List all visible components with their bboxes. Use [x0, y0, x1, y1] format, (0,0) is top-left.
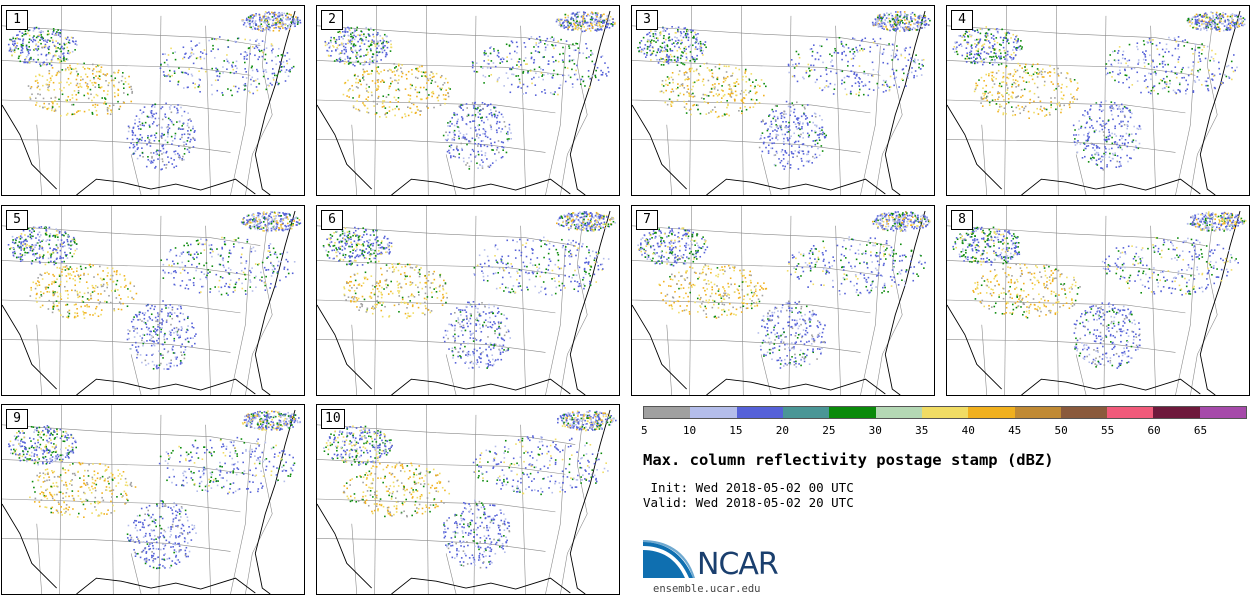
colorbar-tick-label: 40	[961, 424, 975, 437]
reflectivity-colorbar	[643, 406, 1247, 419]
colorbar-swatch	[1107, 407, 1154, 418]
ensemble-member-panel: 10	[316, 404, 620, 595]
ensemble-member-panel: 2	[316, 5, 620, 196]
ensemble-member-panel: 6	[316, 205, 620, 396]
ncar-url: ensemble.ucar.edu	[653, 583, 761, 595]
colorbar-swatch	[829, 407, 876, 418]
panel-number: 5	[6, 210, 28, 230]
ensemble-member-panel: 4	[946, 5, 1250, 196]
ensemble-member-panel: 9	[1, 404, 305, 595]
colorbar-tick-label: 15	[729, 424, 743, 437]
colorbar-swatch	[782, 407, 830, 418]
ncar-logo-icon	[643, 540, 695, 578]
ensemble-member-panel: 5	[1, 205, 305, 396]
ensemble-member-panel: 1	[1, 5, 305, 196]
colorbar-tick-labels: 5 10 15 20 25 30 35 40 45 50 55 60 65	[641, 424, 1247, 438]
reflectivity-map	[632, 206, 931, 395]
colorbar-tick-label: 20	[775, 424, 789, 437]
panel-number: 3	[636, 10, 658, 30]
colorbar-swatch	[1060, 407, 1108, 418]
colorbar-tick-label: 25	[822, 424, 836, 437]
colorbar-swatch	[1153, 407, 1200, 418]
colorbar-tick-label: 55	[1100, 424, 1115, 437]
colorbar-tick-label: 45	[1008, 424, 1022, 437]
panel-number: 10	[321, 409, 345, 429]
page-title: Max. column reflectivity postage stamp (…	[643, 451, 1054, 469]
reflectivity-map	[317, 405, 617, 594]
ensemble-member-panel: 8	[946, 205, 1250, 396]
reflectivity-map	[317, 6, 616, 195]
colorbar-swatch	[875, 407, 922, 418]
colorbar-swatch	[644, 407, 691, 418]
valid-time: Valid: Wed 2018-05-02 20 UTC	[643, 495, 854, 510]
panel-number: 6	[321, 210, 343, 230]
reflectivity-map	[2, 405, 301, 594]
colorbar-tick-label: 30	[868, 424, 882, 437]
colorbar-tick-label: 10	[682, 424, 697, 437]
colorbar-tick-label: 65	[1193, 424, 1208, 437]
reflectivity-map	[632, 6, 931, 195]
panel-number: 7	[636, 210, 658, 230]
reflectivity-map	[317, 206, 617, 395]
colorbar-tick-label: 50	[1054, 424, 1068, 437]
reflectivity-map	[947, 206, 1247, 395]
colorbar-tick-label: 5	[641, 424, 648, 437]
colorbar-swatch	[1014, 407, 1061, 418]
colorbar-swatch	[1199, 407, 1247, 418]
ensemble-member-panel: 7	[631, 205, 935, 396]
panel-number: 4	[951, 10, 973, 30]
panel-number: 8	[951, 210, 973, 230]
colorbar-tick-label: 35	[915, 424, 929, 437]
colorbar-tick-label: 60	[1147, 424, 1161, 437]
panel-number: 9	[6, 409, 28, 429]
reflectivity-map	[947, 6, 1246, 195]
colorbar-swatch	[921, 407, 969, 418]
colorbar-swatch	[690, 407, 737, 418]
colorbar-swatch	[968, 407, 1015, 418]
panel-number: 1	[6, 10, 28, 30]
init-time: Init: Wed 2018-05-02 00 UTC	[643, 480, 854, 495]
panel-number: 2	[321, 10, 343, 30]
reflectivity-map	[2, 206, 302, 395]
ensemble-member-panel: 3	[631, 5, 935, 196]
reflectivity-map	[2, 6, 302, 195]
colorbar-swatch	[736, 407, 783, 418]
ncar-logo-text: NCAR	[697, 547, 779, 582]
